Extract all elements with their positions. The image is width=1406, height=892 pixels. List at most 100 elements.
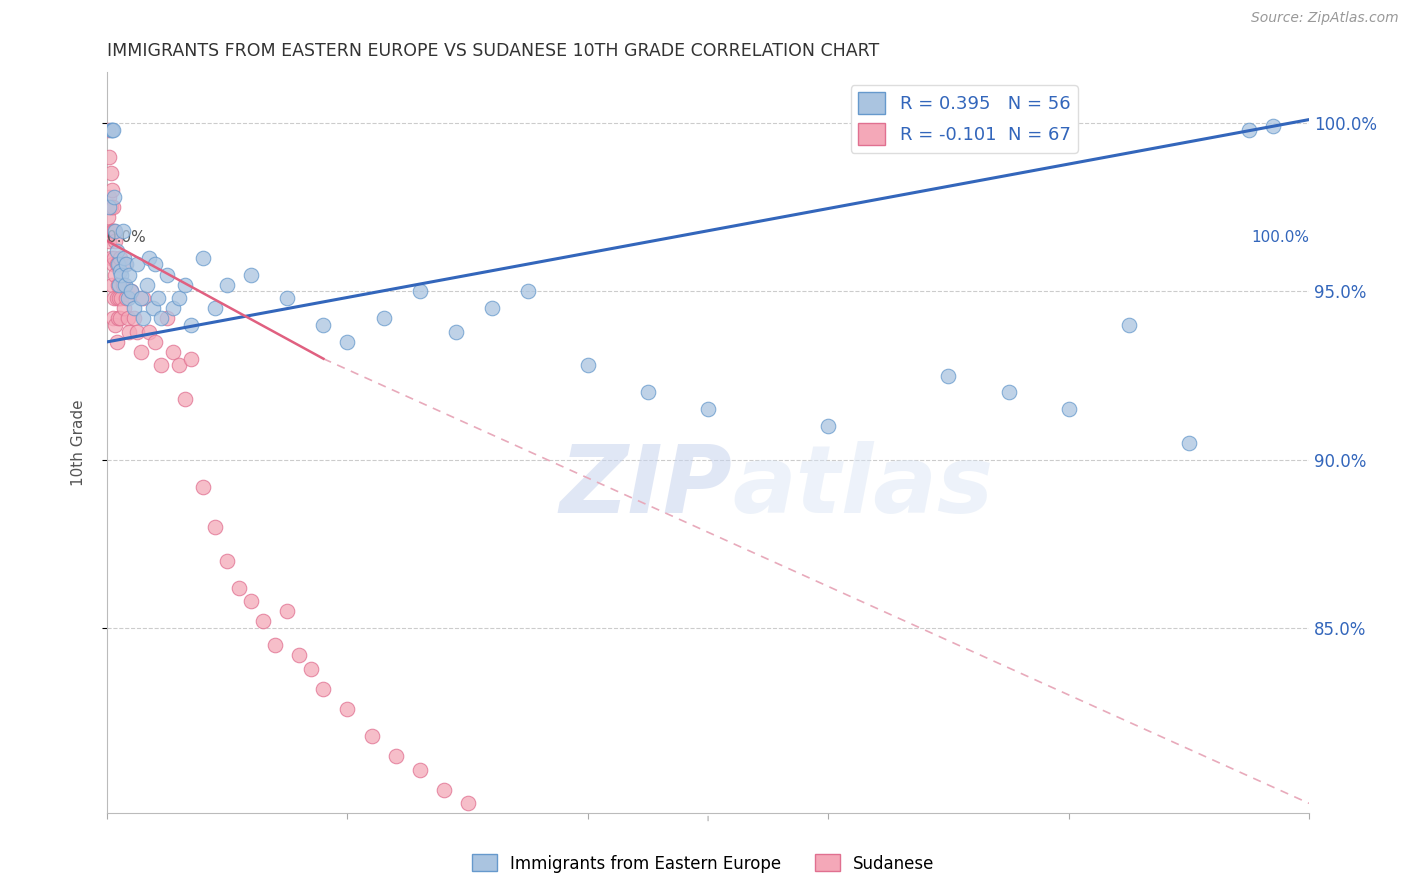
Point: [101, 277, 124, 292]
Point: [98, 190, 121, 204]
Point: [444, 325, 467, 339]
Point: [240, 594, 263, 608]
Point: [180, 351, 202, 366]
Point: [336, 702, 359, 716]
Point: [143, 257, 166, 271]
Point: [122, 301, 145, 316]
Point: [252, 615, 274, 629]
Point: [162, 345, 184, 359]
Point: [112, 251, 135, 265]
Point: [138, 325, 160, 339]
Point: [457, 797, 479, 811]
Point: [107, 311, 129, 326]
Point: [288, 648, 311, 662]
Point: [117, 311, 139, 326]
Point: [104, 224, 127, 238]
Point: [1237, 122, 1260, 136]
Point: [167, 291, 190, 305]
Point: [180, 318, 202, 332]
Point: [103, 291, 125, 305]
Point: [576, 359, 599, 373]
Point: [120, 285, 142, 299]
Text: IMMIGRANTS FROM EASTERN EUROPE VS SUDANESE 10TH GRADE CORRELATION CHART: IMMIGRANTS FROM EASTERN EUROPE VS SUDANE…: [107, 42, 879, 60]
Point: [408, 763, 430, 777]
Point: [264, 638, 287, 652]
Point: [174, 277, 197, 292]
Point: [97, 211, 120, 225]
Point: [108, 291, 131, 305]
Point: [697, 402, 720, 417]
Point: [98, 150, 121, 164]
Point: [110, 291, 132, 305]
Point: [135, 277, 157, 292]
Point: [108, 257, 131, 271]
Point: [146, 291, 169, 305]
Point: [103, 251, 125, 265]
Point: [100, 166, 122, 180]
Point: [228, 581, 250, 595]
Point: [336, 334, 359, 349]
Point: [117, 291, 139, 305]
Point: [217, 277, 239, 292]
Point: [143, 334, 166, 349]
Point: [408, 285, 430, 299]
Point: [204, 520, 226, 534]
Point: [108, 277, 131, 292]
Point: [105, 244, 128, 258]
Point: [127, 257, 149, 271]
Point: [156, 311, 179, 326]
Point: [104, 268, 127, 282]
Point: [101, 224, 124, 238]
Point: [312, 318, 335, 332]
Point: [127, 325, 149, 339]
Point: [204, 301, 226, 316]
Text: 100.0%: 100.0%: [1251, 230, 1309, 245]
Point: [103, 190, 125, 204]
Point: [104, 318, 127, 332]
Point: [1178, 436, 1201, 450]
Point: [105, 257, 128, 271]
Point: [105, 334, 128, 349]
Point: [817, 419, 839, 434]
Point: [138, 251, 160, 265]
Point: [167, 359, 190, 373]
Point: [360, 729, 382, 743]
Point: [101, 183, 124, 197]
Point: [516, 285, 538, 299]
Point: [174, 392, 197, 406]
Point: [101, 224, 124, 238]
Point: [132, 291, 155, 305]
Point: [118, 268, 141, 282]
Point: [120, 285, 142, 299]
Point: [103, 224, 125, 238]
Point: [384, 749, 406, 764]
Text: 0.0%: 0.0%: [107, 230, 146, 245]
Point: [142, 301, 165, 316]
Point: [110, 264, 132, 278]
Point: [107, 257, 129, 271]
Point: [433, 783, 456, 797]
Point: [938, 368, 960, 383]
Point: [150, 359, 173, 373]
Point: [105, 291, 128, 305]
Point: [373, 311, 395, 326]
Y-axis label: 10th Grade: 10th Grade: [72, 400, 86, 486]
Point: [276, 604, 298, 618]
Point: [115, 257, 138, 271]
Point: [101, 122, 124, 136]
Point: [100, 200, 122, 214]
Point: [107, 277, 129, 292]
Point: [129, 345, 152, 359]
Text: atlas: atlas: [733, 442, 994, 533]
Point: [193, 480, 215, 494]
Point: [1057, 402, 1080, 417]
Point: [156, 268, 179, 282]
Point: [101, 200, 124, 214]
Point: [132, 311, 155, 326]
Point: [637, 385, 659, 400]
Point: [101, 311, 124, 326]
Point: [110, 311, 132, 326]
Point: [97, 122, 120, 136]
Point: [104, 234, 127, 248]
Point: [997, 385, 1019, 400]
